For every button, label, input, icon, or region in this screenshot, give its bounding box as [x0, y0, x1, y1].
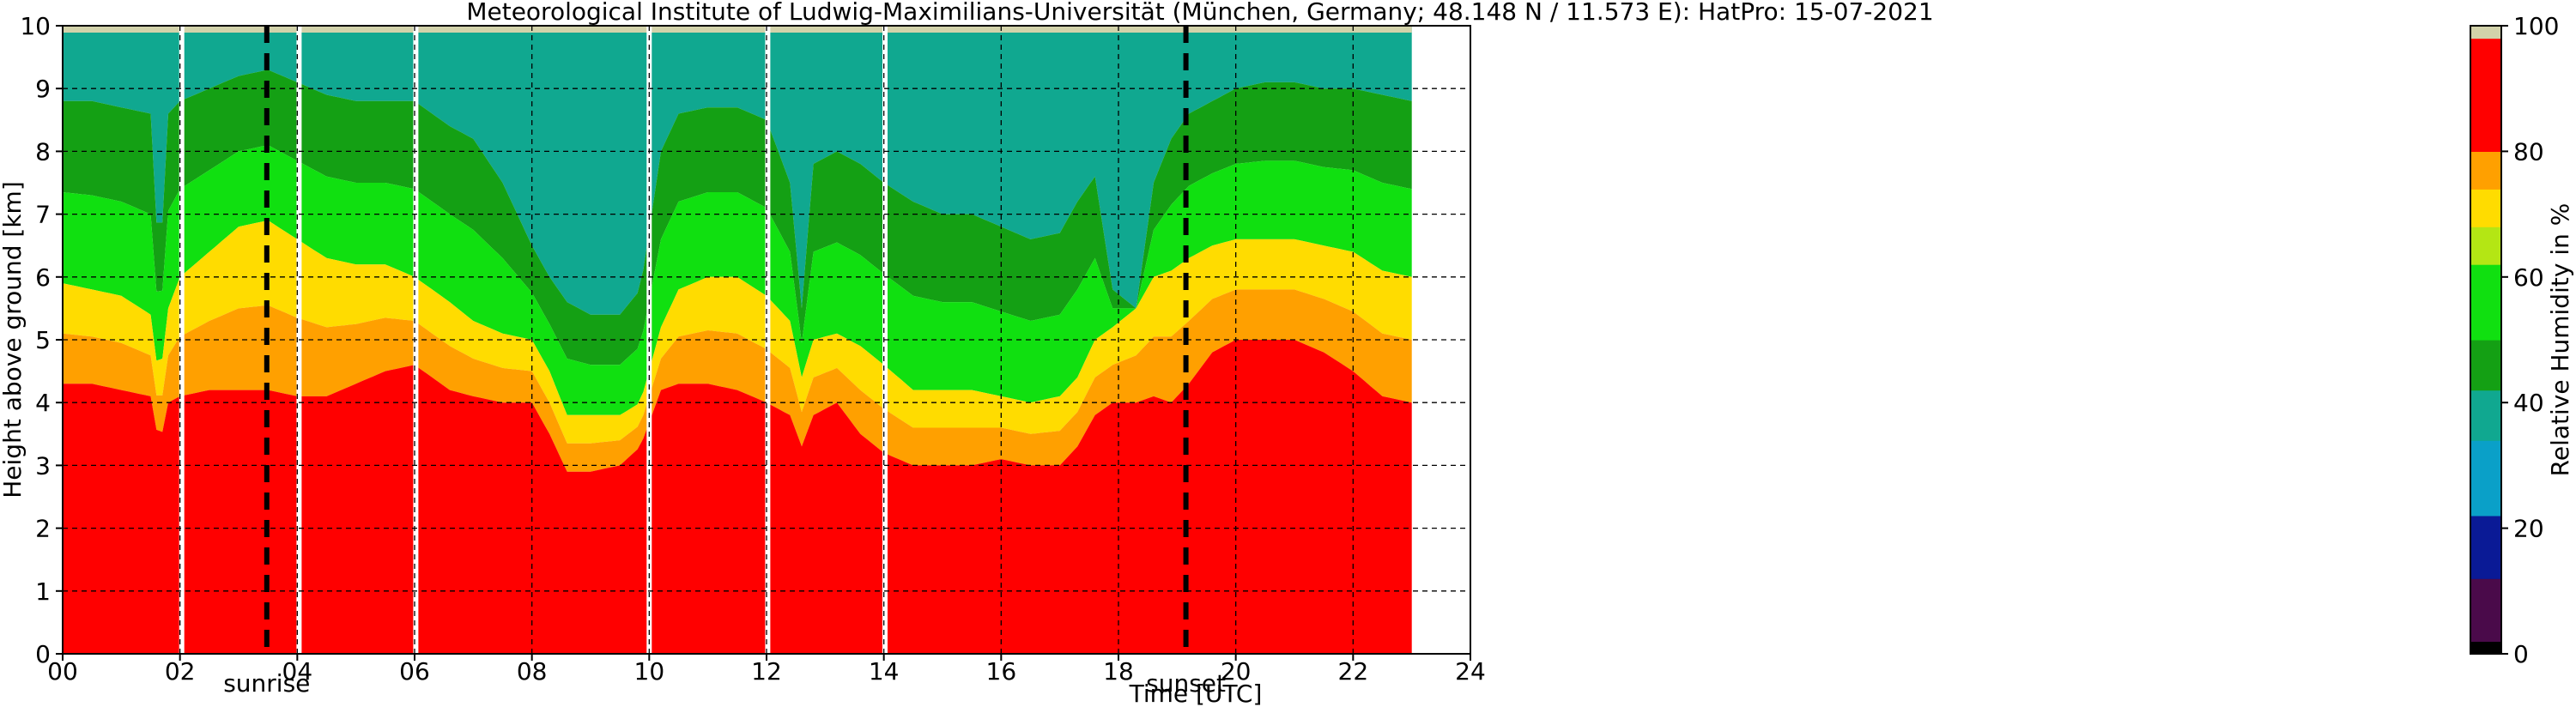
- y-tick-label: 2: [35, 515, 51, 543]
- y-tick-label: 8: [35, 137, 51, 166]
- humidity-heatmap: [63, 26, 1412, 654]
- y-tick-label: 1: [35, 577, 51, 606]
- colorbar-segment: [2470, 390, 2501, 441]
- x-axis-label: Time [UTC]: [1129, 680, 1263, 707]
- x-tick-label: 06: [399, 657, 430, 686]
- chart-title: Meteorological Institute of Ludwig-Maxim…: [466, 0, 1933, 26]
- x-tick-label: 02: [165, 657, 196, 686]
- y-tick-label: 4: [35, 389, 51, 417]
- y-tick-label: 7: [35, 201, 51, 229]
- light-green-band: [63, 145, 1412, 415]
- x-tick-label: 00: [47, 657, 78, 686]
- colorbar-tick-label: 60: [2513, 263, 2544, 292]
- y-tick-label: 0: [35, 640, 51, 668]
- y-tick-label: 5: [35, 326, 51, 354]
- colorbar-tick-label: 0: [2513, 640, 2529, 668]
- yellow-band: [63, 220, 1412, 444]
- x-tick-label: 20: [1221, 657, 1252, 686]
- x-axis-ticks: 00 02 04 06 08 10 12 14 16 18 20 22 24: [47, 654, 1486, 686]
- colorbar-label: Relative Humidity in %: [2546, 203, 2574, 477]
- data-gap-line: [765, 26, 771, 654]
- colorbar-segment: [2470, 516, 2501, 579]
- colorbar-segment: [2470, 189, 2501, 227]
- grid-lines: [63, 26, 1470, 654]
- colorbar-tick-label: 40: [2513, 389, 2544, 417]
- colorbar-segment: [2470, 227, 2501, 265]
- colorbar-segment: [2470, 26, 2501, 39]
- colorbar-tick-label: 20: [2513, 515, 2544, 543]
- x-tick-label: 22: [1338, 657, 1369, 686]
- colorbar: [2470, 26, 2501, 655]
- y-tick-label: 9: [35, 75, 51, 103]
- colorbar-segment: [2470, 440, 2501, 517]
- colorbar-frame: [2470, 25, 2502, 655]
- sunrise-label: sunrise: [223, 669, 310, 698]
- sunset-label: sunset: [1146, 669, 1226, 698]
- x-tick-label: 24: [1455, 657, 1486, 686]
- y-axis-label: Height above ground [km]: [0, 181, 27, 499]
- colorbar-segment: [2470, 264, 2501, 341]
- colorbar-tick-label: 100: [2513, 12, 2559, 40]
- x-tick-label: 08: [517, 657, 548, 686]
- green-band: [63, 69, 1412, 366]
- y-axis-ticks: 0 1 2 3 4 5 6 7 8 9 10: [20, 12, 63, 668]
- data-gap-line: [179, 26, 185, 654]
- y-tick-label: 6: [35, 263, 51, 292]
- x-tick-label: 04: [282, 657, 313, 686]
- colorbar-segment: [2470, 38, 2501, 152]
- x-tick-label: 14: [869, 657, 900, 686]
- colorbar-segment: [2470, 340, 2501, 391]
- top-cap-band: [63, 26, 1412, 33]
- y-tick-label: 10: [20, 12, 51, 40]
- x-tick-label: 10: [634, 657, 665, 686]
- colorbar-segment: [2470, 151, 2501, 190]
- moist-lower-band: [63, 340, 1412, 654]
- x-tick-label: 12: [751, 657, 782, 686]
- orange-band: [63, 289, 1412, 472]
- y-tick-label: 3: [35, 451, 51, 480]
- colorbar-tick-label: 80: [2513, 137, 2544, 166]
- x-tick-label: 18: [1103, 657, 1134, 686]
- colorbar-segment: [2470, 641, 2501, 655]
- sun-event-lines: sunrise sunset: [223, 26, 1226, 698]
- colorbar-segment: [2470, 578, 2501, 642]
- dry-upper-band: [63, 26, 1412, 315]
- colorbar-ticks: 0 20 40 60 80 100: [2501, 12, 2559, 668]
- x-tick-label: 16: [986, 657, 1017, 686]
